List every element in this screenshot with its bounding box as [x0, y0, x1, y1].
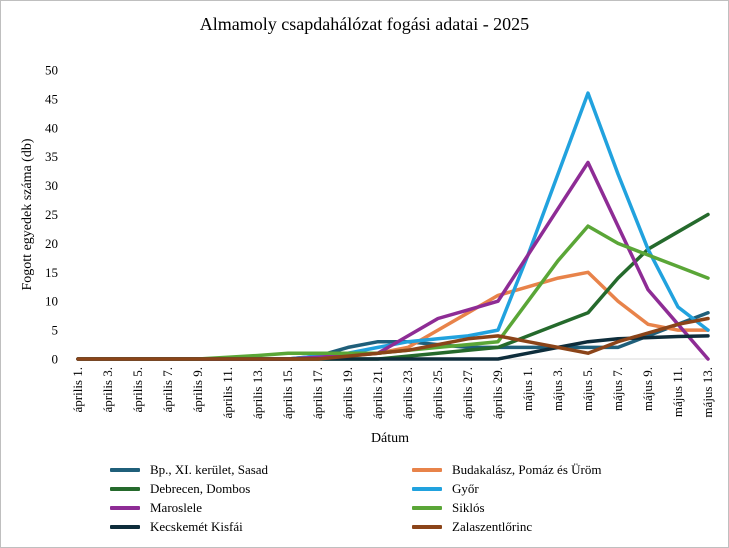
x-tick-label: április 15. — [280, 367, 295, 419]
x-tick-label: április 9. — [190, 367, 205, 413]
legend-item: Budakalász, Pomáz és Üröm — [412, 462, 601, 478]
legend-item: Győr — [412, 481, 479, 497]
series-line-8 — [76, 316, 710, 361]
x-tick-label: április 3. — [100, 367, 115, 413]
legend-label: Bp., XI. kerület, Sasad — [150, 462, 269, 477]
y-tick-label: 50 — [45, 63, 58, 78]
legend-swatch — [412, 506, 442, 510]
y-tick-label: 45 — [45, 91, 58, 106]
x-tick-label: május 3. — [550, 367, 565, 411]
legend-item: Kecskemét Kisfái — [110, 519, 243, 535]
legend-item: Zalaszentlőrinc — [412, 519, 532, 535]
y-tick-label: 5 — [52, 323, 59, 338]
legend-swatch — [412, 468, 442, 472]
x-tick-label: május 5. — [580, 367, 595, 411]
x-tick-label: április 29. — [490, 367, 505, 419]
x-tick-label: május 9. — [640, 367, 655, 411]
x-tick-label: április 7. — [160, 367, 175, 413]
legend-label: Győr — [452, 481, 479, 496]
series-line-4 — [76, 91, 710, 361]
x-tick-label: április 19. — [340, 367, 355, 419]
legend-swatch — [110, 506, 140, 510]
legend-label: Budakalász, Pomáz és Üröm — [452, 462, 602, 477]
x-tick-label: május 13. — [700, 367, 715, 418]
legend-item: Siklós — [412, 500, 485, 516]
y-tick-label: 30 — [45, 178, 58, 193]
x-axis-ticks: április 1. április 3. április 5. április 7.… — [70, 367, 715, 419]
legend-label: Siklós — [452, 500, 485, 515]
x-tick-label: április 11. — [220, 367, 235, 419]
x-tick-label: április 17. — [310, 367, 325, 419]
series-line-3 — [76, 212, 710, 361]
x-tick-label: április 23. — [400, 367, 415, 419]
legend-swatch — [412, 525, 442, 529]
legend-item: Debrecen, Dombos — [110, 481, 250, 497]
series-line-5 — [76, 160, 710, 361]
legend-swatch — [412, 487, 442, 491]
legend-item: Bp., XI. kerület, Sasad — [110, 462, 268, 478]
x-tick-label: április 27. — [460, 367, 475, 419]
x-tick-label: május 7. — [610, 367, 625, 411]
legend-label: Zalaszentlőrinc — [452, 519, 533, 534]
x-tick-label: április 13. — [250, 367, 265, 419]
y-tick-label: 20 — [45, 236, 58, 251]
y-tick-label: 35 — [45, 149, 58, 164]
legend-swatch — [110, 468, 140, 472]
chart-title: Almamoly csapdahálózat fogási adatai - 2… — [199, 14, 530, 34]
y-axis-ticks: 0 5 10 15 20 25 30 35 40 45 50 — [45, 63, 58, 367]
series-lines — [76, 91, 710, 361]
legend-swatch — [110, 525, 140, 529]
legend-label: Debrecen, Dombos — [150, 481, 251, 496]
legend-label: Kecskemét Kisfái — [150, 519, 243, 534]
y-axis-label: Fogott egyedek száma (db) — [20, 138, 35, 290]
x-tick-label: május 11. — [670, 367, 685, 417]
x-axis-label: Dátum — [371, 431, 409, 446]
legend-item: Maroslele — [110, 500, 202, 516]
x-tick-label: április 1. — [70, 367, 85, 413]
y-tick-label: 10 — [45, 294, 58, 309]
y-tick-label: 25 — [45, 207, 58, 222]
x-tick-label: április 25. — [430, 367, 445, 419]
y-tick-label: 15 — [45, 265, 58, 280]
x-tick-label: május 1. — [520, 367, 535, 411]
y-tick-label: 40 — [45, 120, 58, 135]
y-tick-label: 0 — [52, 352, 59, 367]
legend-swatch — [110, 487, 140, 491]
x-tick-label: április 5. — [130, 367, 145, 413]
x-tick-label: április 21. — [370, 367, 385, 419]
legend-label: Maroslele — [150, 500, 202, 515]
